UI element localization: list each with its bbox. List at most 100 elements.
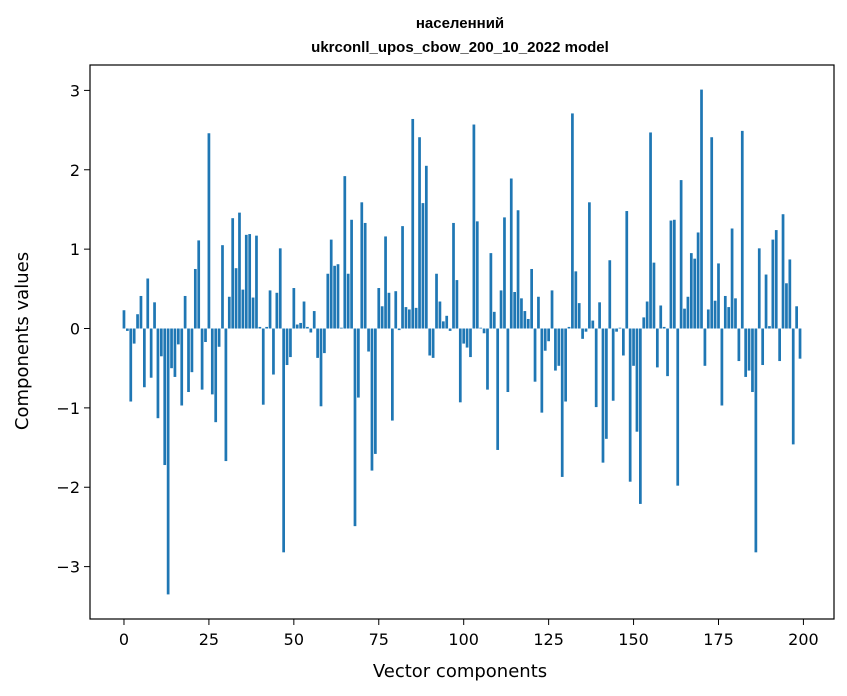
bar <box>530 268 533 329</box>
bar <box>560 328 564 477</box>
bar <box>768 326 771 329</box>
bar <box>159 328 163 357</box>
bar <box>737 328 741 362</box>
bar <box>319 328 323 407</box>
bar <box>129 328 133 402</box>
bar <box>479 327 483 329</box>
bar <box>200 328 204 390</box>
bar <box>163 328 167 466</box>
bar <box>455 280 459 329</box>
bar <box>282 328 285 553</box>
plot-frame <box>89 64 835 620</box>
bar <box>717 263 720 329</box>
bar <box>550 290 554 329</box>
x-tick-label: 150 <box>618 630 649 649</box>
bar <box>407 309 411 329</box>
bar <box>659 305 663 329</box>
bar <box>723 295 727 329</box>
bar <box>234 268 238 329</box>
bar <box>136 314 139 329</box>
bar <box>523 311 527 329</box>
bar <box>754 328 758 553</box>
bar <box>720 328 724 406</box>
bar <box>747 328 751 371</box>
bar <box>611 328 615 401</box>
bar <box>615 328 618 332</box>
bar <box>452 222 455 329</box>
bar <box>540 328 544 413</box>
bar <box>734 298 737 329</box>
bar <box>547 328 550 342</box>
bar <box>367 328 370 352</box>
bar <box>244 234 248 329</box>
bar <box>672 219 676 329</box>
x-tick-label: 175 <box>703 630 734 649</box>
bar <box>679 180 683 329</box>
bar <box>156 328 160 419</box>
bar <box>272 328 275 375</box>
bar <box>713 300 717 329</box>
bar <box>350 219 353 329</box>
bar <box>676 328 680 486</box>
bar <box>306 326 309 329</box>
bar <box>642 317 646 329</box>
y-tick-label: −1 <box>56 399 80 418</box>
bar <box>700 89 703 329</box>
bar <box>248 234 252 329</box>
bar <box>333 265 336 329</box>
bar <box>377 288 381 329</box>
bar <box>299 322 302 329</box>
bar <box>238 212 241 329</box>
bar <box>289 328 292 358</box>
x-tick-label: 125 <box>533 630 564 649</box>
bar <box>618 327 622 329</box>
bar <box>326 273 330 329</box>
bar <box>323 328 326 354</box>
bar <box>353 328 357 527</box>
y-tick-label: −3 <box>56 558 80 577</box>
bar <box>727 307 731 329</box>
bar <box>666 328 669 377</box>
bar <box>581 328 584 339</box>
bar <box>751 328 754 393</box>
bar <box>781 214 785 329</box>
bar <box>509 178 513 329</box>
x-tick-label: 200 <box>788 630 819 649</box>
x-tick-label: 50 <box>284 630 304 649</box>
x-tick-label: 25 <box>199 630 219 649</box>
bar <box>261 328 265 405</box>
bar <box>363 222 367 329</box>
bar <box>421 203 425 329</box>
bar <box>268 290 272 329</box>
bar <box>132 328 136 344</box>
bar <box>486 328 489 390</box>
bar <box>605 328 608 439</box>
bar <box>397 328 401 331</box>
bar <box>669 220 673 329</box>
bar <box>482 328 486 334</box>
bar <box>795 306 798 329</box>
bar <box>187 328 190 393</box>
bar <box>329 239 333 329</box>
bar <box>703 328 707 366</box>
chart-title-line1: населенний <box>416 15 504 32</box>
bar <box>686 296 690 329</box>
bar <box>126 328 129 331</box>
bar <box>316 328 319 358</box>
bar <box>428 328 432 356</box>
bar <box>176 328 180 345</box>
bar <box>143 328 146 388</box>
bar <box>275 292 279 329</box>
bar <box>149 328 153 378</box>
bar <box>499 290 503 329</box>
bar <box>170 328 173 369</box>
bar <box>584 328 588 332</box>
bar <box>292 288 296 329</box>
bar <box>391 328 394 421</box>
bar <box>146 278 150 329</box>
bar <box>639 328 642 504</box>
bar <box>241 289 245 329</box>
bar <box>662 326 666 329</box>
bar <box>472 124 476 329</box>
bar <box>221 245 224 329</box>
